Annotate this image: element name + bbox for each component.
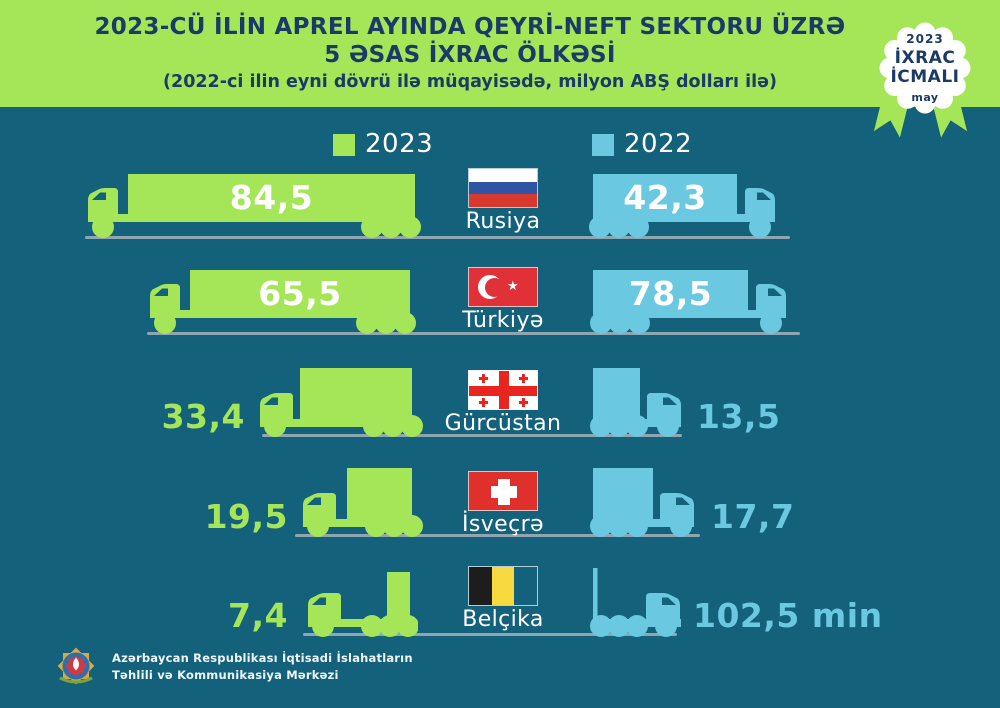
turkey-star-icon: ★ (507, 279, 519, 294)
value-2023-gurcustan: 33,4 (161, 397, 245, 436)
ground-line-row2 (147, 332, 800, 335)
org-line-1: Azərbaycan Respublikası İqtisadi İslahat… (112, 651, 413, 665)
truck-2023-rusiya (88, 174, 421, 238)
russia-stripe-red (469, 194, 537, 207)
turkey-crescent-inner (485, 277, 504, 297)
georgia-mini-cross (479, 373, 488, 383)
country-label-turkiye: Türkiyə (462, 308, 544, 333)
truck-2022-isvecre (590, 468, 694, 537)
ground-line-row1 (85, 236, 790, 239)
header-band (0, 0, 1000, 107)
page-title: 2023-CÜ İLİN APREL AYINDA QEYRİ-NEFT SEK… (20, 13, 920, 94)
truck-2023-gurcustan (260, 368, 423, 437)
georgia-cross-horizontal (469, 386, 537, 396)
country-label-rusiya: Rusiya (465, 209, 541, 234)
legend-label-2023: 2023 (365, 129, 434, 159)
badge-line1: İXRAC (894, 48, 956, 68)
badge-line2: İCMALI (890, 67, 960, 87)
value-2022-isvecre: 17,7 (711, 497, 795, 536)
truck-2022-belcika (590, 568, 681, 637)
badge-rosette (879, 22, 971, 114)
value-2023-belcika: 7,4 (228, 596, 288, 635)
country-label-belcika: Belçika (462, 607, 544, 632)
title-line-2: 5 ƏSAS İXRAC ÖLKƏSİ (324, 42, 616, 68)
swiss-cross-horizontal (491, 486, 517, 498)
russia-stripe-white (469, 169, 537, 182)
badge-year: 2023 (906, 32, 944, 46)
legend-swatch-2023 (333, 134, 355, 156)
georgia-mini-cross (519, 373, 528, 383)
truck-2022-rusiya (589, 174, 775, 238)
truck-2023-belcika (308, 572, 418, 637)
flag-georgia (468, 370, 538, 410)
value-2022-turkiye: 78,5 (628, 274, 713, 313)
georgia-mini-cross (519, 398, 528, 407)
flag-russia (468, 168, 538, 208)
truck-2022-turkiye (590, 270, 786, 334)
legend-swatch-2022 (592, 134, 614, 156)
legend-label-2022: 2022 (624, 129, 693, 159)
belgium-stripe-yellow (491, 567, 515, 605)
value-2022-rusiya: 42,3 (623, 178, 707, 217)
flag-switzerland (468, 471, 538, 511)
ground-line-row5 (303, 633, 677, 636)
footer-organization: Azərbaycan Respublikası İqtisadi İslahat… (112, 650, 413, 684)
truck-2022-gurcustan (590, 368, 681, 437)
ground-line-row4 (295, 534, 700, 537)
badge-text: 2023 İXRAC İCMALI may (870, 13, 980, 123)
georgia-mini-cross (479, 398, 488, 407)
value-2023-turkiye: 65,5 (258, 274, 342, 313)
country-label-isvecre: İsveçrə (462, 512, 544, 537)
azerbaijan-emblem-icon (57, 647, 95, 685)
value-2022-belcika: 102,5 min (693, 596, 883, 635)
title-line-1: 2023-CÜ İLİN APREL AYINDA QEYRİ-NEFT SEK… (94, 14, 846, 40)
value-2022-gurcustan: 13,5 (697, 397, 781, 436)
flag-turkey: ★ (468, 267, 538, 307)
value-2023-rusiya: 84,5 (229, 178, 314, 217)
value-2023-isvecre: 19,5 (204, 497, 288, 536)
country-label-gurcustan: Gürcüstan (444, 411, 562, 436)
belgium-stripe-black (469, 567, 492, 605)
truck-2023-isvecre (303, 468, 423, 537)
title-subtitle: (2022-ci ilin eyni dövrü ilə müqayisədə,… (163, 72, 777, 92)
flag-belgium (468, 566, 538, 606)
ground-line-row3 (262, 434, 682, 437)
truck-2023-turkiye (150, 270, 416, 334)
belgium-stripe-red (469, 605, 492, 606)
org-line-2: Təhlili və Kommunikasiya Mərkəzi (112, 668, 339, 682)
badge-month: may (911, 91, 939, 104)
russia-stripe-blue (469, 181, 537, 195)
